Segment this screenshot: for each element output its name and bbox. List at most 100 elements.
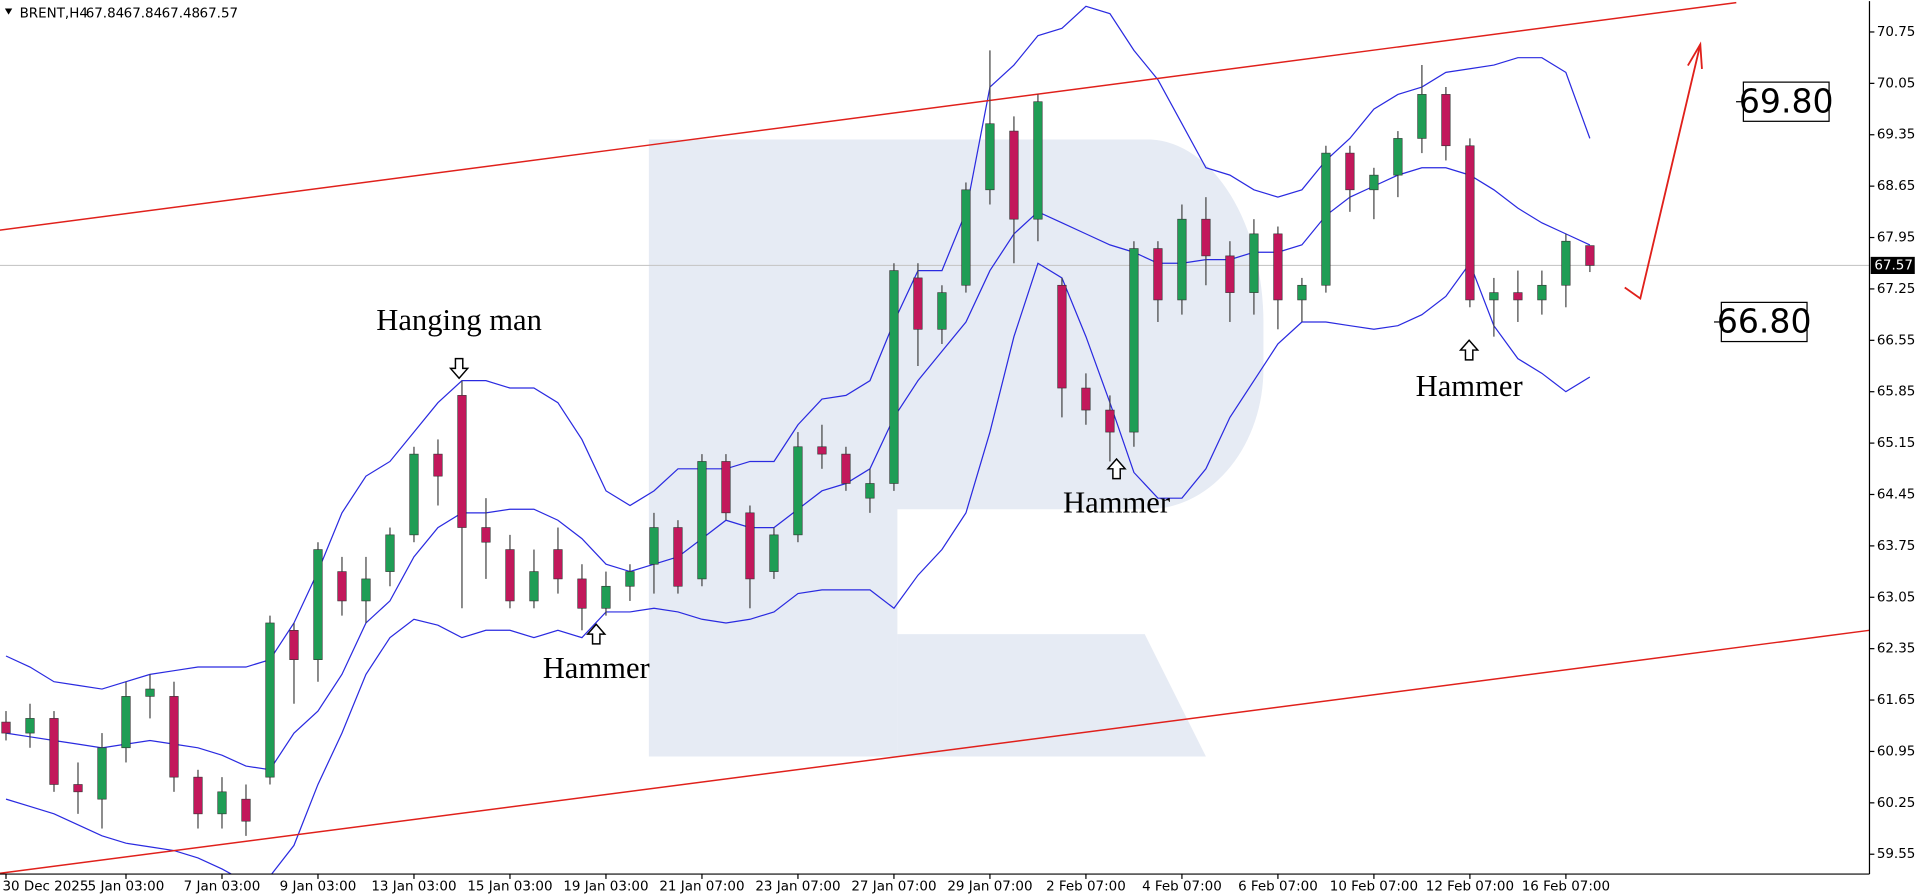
candle-body [721,461,731,514]
x-tick-label: 10 Feb 07:00 [1330,879,1418,894]
candle-body [217,791,227,815]
candle-body [865,483,875,499]
trend-line [0,629,1870,875]
candle-body [529,571,539,602]
y-tick-label: 64.45 [1877,487,1916,502]
candle-body [793,446,803,536]
level-label: 66.80 [1717,302,1812,341]
candle-body [97,747,107,800]
header-open: 67.84 [86,6,125,21]
candle-body [649,527,659,565]
level-box [1720,301,1808,343]
level-box [1742,81,1830,122]
x-tick-label: 15 Jan 03:00 [467,879,552,894]
price-label: 67.57 [1874,258,1913,273]
candle-body [841,453,851,484]
y-tick-label: 68.65 [1877,179,1916,194]
candle-body [1105,409,1115,433]
candle-body [697,461,707,580]
candle-body [1153,248,1163,301]
band-lower [5,261,1591,875]
candle-body [1321,152,1331,286]
y-tick-label: 62.35 [1877,642,1916,657]
candle-body [1,721,11,734]
candle-body [505,549,515,602]
forecast-head [1687,41,1703,69]
candle-body [961,189,971,286]
pattern-arrow [586,623,607,645]
x-tick-label: 16 Feb 07:00 [1522,879,1610,894]
candle-body [1369,174,1379,191]
candle-body [361,578,371,602]
x-tick-label: 9 Jan 03:00 [280,879,357,894]
x-tick-label: 29 Jan 07:00 [947,879,1032,894]
y-tick-label: 65.85 [1877,385,1916,400]
candle-body [1129,248,1139,433]
candle-body [937,292,947,330]
y-tick-label: 67.95 [1877,231,1916,246]
x-tick-label: 23 Jan 07:00 [755,879,840,894]
candle-body [121,696,131,749]
candle-body [889,270,899,484]
x-tick-label: 30 Dec 2025 [2,879,88,894]
candle-body [673,527,683,587]
symbol: BRENT,H4 [20,6,88,21]
candle-body [169,696,179,778]
forecast-arrow [1624,44,1702,301]
y-tick-label: 63.05 [1877,590,1916,605]
candle-body [1417,94,1427,139]
x-tick-label: 13 Jan 03:00 [371,879,456,894]
candle-body [1489,292,1499,301]
y-tick-label: 70.05 [1877,76,1916,91]
y-tick-label: 60.95 [1877,744,1916,759]
candle-body [1177,218,1187,301]
candle-body [1033,101,1043,220]
candle-body [769,534,779,572]
candle-body [241,798,251,822]
header-low: 67.48 [162,6,201,21]
candle-body [1081,387,1091,411]
pattern-arrow [1106,457,1127,480]
candle-body [289,630,299,660]
candle-body [1513,292,1523,301]
x-tick-label: 27 Jan 07:00 [851,879,936,894]
candle-body [1009,130,1019,220]
y-tick-label: 70.75 [1877,25,1916,40]
candle-body [337,571,347,602]
x-tick-label: 21 Jan 07:00 [659,879,744,894]
candle-body [1441,94,1451,147]
candle-body [1201,218,1211,257]
candle-body [601,585,611,609]
pattern-arrow [1458,339,1480,361]
candle-body [1561,240,1571,286]
candle-body [1057,284,1067,389]
pattern-label: Hammer [543,651,650,685]
header-high: 67.84 [124,6,163,21]
x-tick-label: 7 Jan 03:00 [184,879,261,894]
candle-body [1585,245,1595,266]
candle-body [25,718,35,734]
x-tick-label: 4 Feb 07:00 [1142,879,1222,894]
pattern-label: Hammer [1416,369,1523,403]
y-tick-label: 63.75 [1877,539,1916,554]
candle-body [385,534,395,572]
y-tick-label: 59.55 [1877,847,1916,862]
candle-body [193,776,203,815]
candle-body [553,549,563,580]
candle-body [1345,152,1355,191]
candle-body [457,395,467,528]
candle-body [625,571,635,587]
candle-body [1297,284,1307,301]
pattern-arrow [448,357,470,380]
candle-body [1537,284,1547,301]
pattern-label: Hanging man [376,303,542,337]
pattern-label: Hammer [1063,486,1170,520]
y-tick-label: 60.25 [1877,796,1916,811]
candle-body [481,527,491,543]
x-tick-label: 2 Feb 07:00 [1046,879,1126,894]
y-tick-label: 66.55 [1877,333,1916,348]
candle-body [745,512,755,580]
header-close: 67.57 [200,6,239,21]
candle-body [577,578,587,609]
candle-body [1273,233,1283,301]
